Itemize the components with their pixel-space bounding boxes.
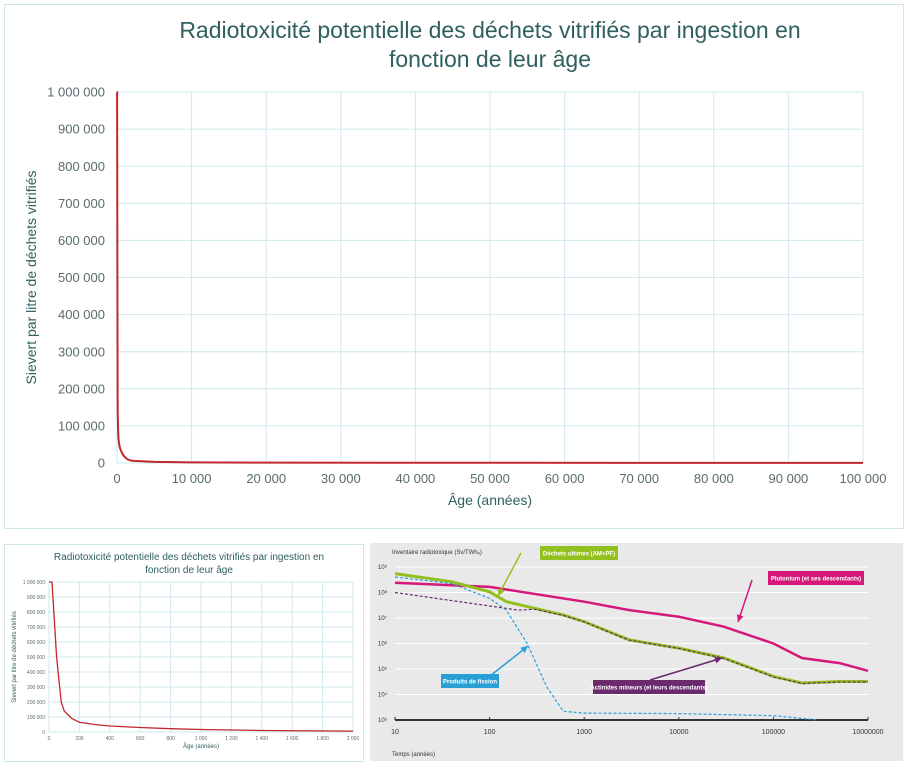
arrowhead-icon	[714, 656, 722, 664]
arrowhead-icon	[736, 614, 744, 622]
y-tick-label: 800 000	[27, 610, 45, 616]
data-series-line	[394, 576, 819, 721]
callout-arrow-line	[737, 579, 753, 623]
x-tick-label: 0	[113, 471, 120, 486]
y-tick-label: 300 000	[27, 685, 45, 691]
y-tick-label: 10⁷	[378, 615, 387, 622]
x-tick-label: 1 200	[225, 736, 238, 742]
x-tick-label: 40 000	[396, 471, 436, 486]
legend-callout-label: Actinides mineurs (et leurs descendants)	[590, 686, 707, 692]
y-tick-label: 100 000	[58, 418, 105, 433]
y-tick-label: 700 000	[27, 625, 45, 631]
y-tick-label: 0	[98, 456, 105, 471]
legend-callout-label: Déchets ultimes (AM+PF)	[543, 552, 615, 558]
x-axis-label: Âge (années)	[183, 743, 219, 750]
x-tick-label: 400	[106, 736, 115, 742]
y-tick-label: 600 000	[58, 233, 105, 248]
y-tick-label: 100 000	[27, 715, 45, 721]
data-series-line	[49, 581, 354, 732]
y-tick-label: 1 000 000	[23, 580, 45, 586]
x-tick-label: 1 800	[316, 736, 329, 742]
y-tick-label: 200 000	[27, 700, 45, 706]
y-tick-label: 400 000	[27, 670, 45, 676]
x-tick-label: 0	[48, 736, 51, 742]
data-series-line	[116, 91, 864, 464]
y-axis-label: Sievert par litre de déchets vitrifiés	[12, 611, 18, 703]
x-tick-label: 50 000	[470, 471, 510, 486]
x-tick-label: 80 000	[694, 471, 734, 486]
arrowhead-icon	[520, 646, 528, 654]
callout-arrow-line	[489, 645, 529, 677]
x-tick-label: 20 000	[246, 471, 286, 486]
x-tick-label: 90 000	[769, 471, 809, 486]
x-tick-label: 10000	[669, 729, 689, 736]
y-tick-label: 10⁸	[378, 590, 388, 597]
x-tick-label: 1 600	[286, 736, 299, 742]
y-axis-label: Inventaire radiotoxique (Sv/TWhₑ)	[392, 550, 482, 556]
chart-title: Radiotoxicité potentielle des déchets vi…	[54, 552, 324, 563]
y-tick-label: 10³	[378, 718, 387, 724]
x-tick-label: 100000	[762, 729, 785, 736]
legend-callout-label: Plutonium (et ses descendants)	[771, 577, 861, 583]
data-series-line	[394, 572, 868, 685]
y-tick-label: 10⁹	[378, 564, 388, 571]
y-tick-label: 800 000	[58, 159, 105, 174]
x-tick-label: 30 000	[321, 471, 361, 486]
x-tick-label: 600	[136, 736, 145, 742]
y-tick-label: 1 000 000	[47, 85, 105, 100]
callout-arrow-line	[497, 552, 522, 597]
y-tick-label: 500 000	[27, 655, 45, 661]
x-tick-label: 70 000	[619, 471, 659, 486]
x-axis-label: Âge (années)	[448, 492, 532, 508]
arrowhead-icon	[498, 588, 505, 596]
chart-title: fonction de leur âge	[145, 565, 233, 576]
x-tick-label: 200	[75, 736, 84, 742]
x-tick-label: 800	[166, 736, 175, 742]
y-tick-label: 10⁴	[378, 692, 388, 699]
y-axis-label: Sievert par litre de déchets vitrifiés	[23, 171, 39, 385]
legend-callout-box	[441, 674, 499, 688]
legend-callout-label: Produits de fission	[443, 680, 497, 686]
y-tick-label: 500 000	[58, 270, 105, 285]
y-tick-label: 900 000	[27, 595, 45, 601]
x-tick-label: 1 400	[256, 736, 269, 742]
x-tick-label: 1000	[576, 729, 592, 736]
data-series-line	[394, 591, 868, 685]
y-tick-label: 200 000	[58, 381, 105, 396]
chart-title: Radiotoxicité potentielle des déchets vi…	[179, 17, 800, 43]
y-tick-label: 10⁶	[378, 641, 388, 648]
y-tick-label: 600 000	[27, 640, 45, 646]
legend-callout-box	[540, 546, 618, 560]
y-tick-label: 400 000	[58, 307, 105, 322]
legend-callout-box	[768, 571, 864, 585]
x-tick-label: 60 000	[545, 471, 585, 486]
small-chart-frame	[4, 544, 364, 762]
y-tick-label: 900 000	[58, 122, 105, 137]
chart-title: fonction de leur âge	[389, 46, 591, 72]
callout-arrow-line	[649, 657, 723, 681]
x-axis-label: Temps (années)	[392, 752, 435, 758]
legend-callout-box	[593, 680, 705, 694]
x-tick-label: 100	[484, 729, 496, 736]
y-tick-label: 0	[42, 730, 45, 736]
y-tick-label: 700 000	[58, 196, 105, 211]
data-series-line	[394, 581, 869, 673]
x-tick-label: 10 000	[172, 471, 212, 486]
y-tick-label: 300 000	[58, 344, 105, 359]
x-tick-label: 100 000	[840, 471, 887, 486]
y-tick-label: 10⁵	[378, 666, 388, 673]
x-tick-label: 1 000	[195, 736, 208, 742]
x-tick-label: 10	[391, 729, 399, 736]
x-tick-label: 10000000	[852, 729, 883, 736]
x-tick-label: 2 000	[347, 736, 360, 742]
